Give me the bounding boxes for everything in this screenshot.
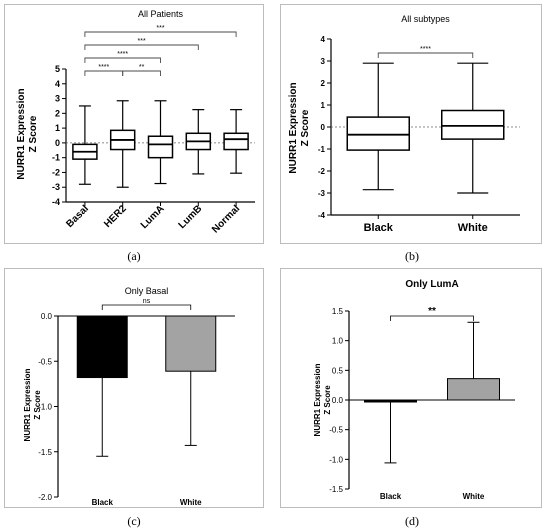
chart-a-y-tick-label: 1: [55, 123, 60, 133]
chart-c-bar: [165, 315, 217, 372]
chart-c-ylabel: NURR1 ExpressionZ Score: [23, 368, 42, 441]
chart-c-title: Only Basal: [125, 286, 169, 296]
chart-a-significance-bracket: [122, 70, 161, 76]
caption-d: (d): [405, 514, 419, 528]
chart-b-box: [346, 116, 410, 151]
chart-a-y-tick-label: -4: [52, 197, 60, 207]
chart-a-significance-label: **: [139, 64, 145, 71]
chart-a-box: [223, 132, 249, 151]
chart-c-y-tick-label: -2.0: [38, 493, 52, 502]
chart-b-ylabel: NURR1 ExpressionZ Score: [288, 82, 311, 173]
chart-a-y-tick-label: 5: [55, 64, 60, 74]
chart-b-y-tick-label: -1: [318, 145, 326, 154]
chart-a-y-tick-label: 4: [55, 79, 60, 89]
chart-d-ylabel-line: Z Score: [323, 385, 332, 415]
chart-a-y-tick-label: -2: [52, 167, 60, 177]
chart-c-y-tick-label: -1.5: [38, 448, 52, 457]
chart-b-y-tick-label: -4: [318, 211, 326, 220]
chart-d-significance-bracket: [390, 315, 474, 321]
chart-a-significance-bracket: [84, 70, 124, 76]
chart-d-y-tick-label: -1.5: [329, 485, 343, 494]
chart-c-significance-bracket: [101, 304, 192, 310]
chart-a-significance-label: ****: [98, 64, 109, 71]
chart-d-ylabel: NURR1 ExpressionZ Score: [313, 363, 332, 436]
chart-a-y-tick-label: 2: [55, 108, 60, 118]
chart-a-category-label: LumB: [177, 203, 205, 231]
chart-a-category-label: LumA: [139, 203, 167, 231]
chart-b-box: [441, 109, 505, 140]
chart-c-category-label: Black: [92, 498, 114, 507]
caption-b: (b): [405, 249, 419, 263]
chart-d-significance-label: **: [428, 306, 436, 317]
caption-a: (a): [127, 249, 141, 263]
chart-d-y-tick-label: 0.5: [332, 366, 344, 375]
chart-b-y-tick-label: 3: [321, 57, 326, 66]
chart-a-title: All Patients: [138, 9, 184, 19]
chart-d-bar: [447, 378, 500, 401]
panel-a: [4, 4, 264, 244]
chart-a-significance-label: ****: [117, 51, 128, 58]
chart-a-box: [147, 135, 174, 159]
chart-b-y-tick-label: -3: [318, 189, 326, 198]
chart-c-ylabel-line: NURR1 Expression: [23, 368, 32, 441]
chart-b-ylabel-line: Z Score: [300, 109, 311, 146]
chart-d-y-tick-label: 0.0: [332, 396, 344, 405]
chart-a-significance-label: ***: [138, 38, 146, 45]
chart-a-y-tick-label: 3: [55, 94, 60, 104]
chart-d-category-label: White: [463, 492, 485, 501]
chart-b-y-tick-label: 1: [321, 101, 326, 110]
chart-a-y-tick-label: 0: [55, 138, 60, 148]
chart-d-y-tick-label: -1.0: [329, 455, 343, 464]
chart-a-ylabel-line: Z Score: [28, 115, 39, 152]
chart-d-bar: [364, 399, 417, 403]
chart-c-y-tick-label: 0.0: [41, 312, 53, 321]
chart-b-ylabel-line: NURR1 Expression: [288, 82, 299, 173]
chart-b-significance-bracket: [377, 52, 474, 58]
chart-a-significance-bracket: [84, 57, 161, 63]
chart-a-category-label: Normal: [210, 203, 242, 235]
chart-a-y-tick-label: -3: [52, 182, 60, 192]
chart-a-ylabel: NURR1 ExpressionZ Score: [16, 88, 39, 179]
chart-b-category-label: White: [458, 222, 488, 234]
chart-d-category-label: Black: [380, 492, 402, 501]
chart-c-category-label: White: [180, 498, 202, 507]
chart-c-y-tick-label: -0.5: [38, 357, 52, 366]
chart-b-y-tick-label: 4: [321, 35, 326, 44]
chart-b-y-tick-label: 2: [321, 79, 326, 88]
chart-d-y-tick-label: 1.5: [332, 307, 344, 316]
chart-b-significance-label: ****: [420, 46, 431, 53]
chart-b-y-tick-label: -2: [318, 167, 326, 176]
chart-a-significance-bracket: [84, 44, 199, 50]
chart-a-category-label: HER2: [102, 203, 129, 230]
chart-c-significance-label: ns: [143, 298, 151, 305]
chart-d-title: Only LumA: [405, 279, 458, 290]
chart-d-y-tick-label: 1.0: [332, 337, 344, 346]
chart-d-ylabel-line: NURR1 Expression: [313, 363, 322, 436]
chart-a-category-label: Basal: [64, 203, 91, 230]
chart-b-y-tick-label: 0: [321, 123, 326, 132]
chart-a-significance-label: ***: [156, 25, 164, 32]
caption-c: (c): [127, 514, 141, 528]
chart-a-y-tick-label: -1: [52, 153, 60, 163]
chart-c-bar: [76, 315, 128, 379]
chart-c-y-tick-label: -1.0: [38, 403, 52, 412]
panel-c: [4, 268, 264, 508]
chart-c-ylabel-line: Z Score: [33, 390, 42, 420]
chart-a-significance-bracket: [84, 31, 237, 37]
chart-d-y-tick-label: -0.5: [329, 426, 343, 435]
chart-a-ylabel-line: NURR1 Expression: [16, 88, 27, 179]
chart-b-title: All subtypes: [401, 14, 450, 24]
chart-b-category-label: Black: [364, 222, 394, 234]
